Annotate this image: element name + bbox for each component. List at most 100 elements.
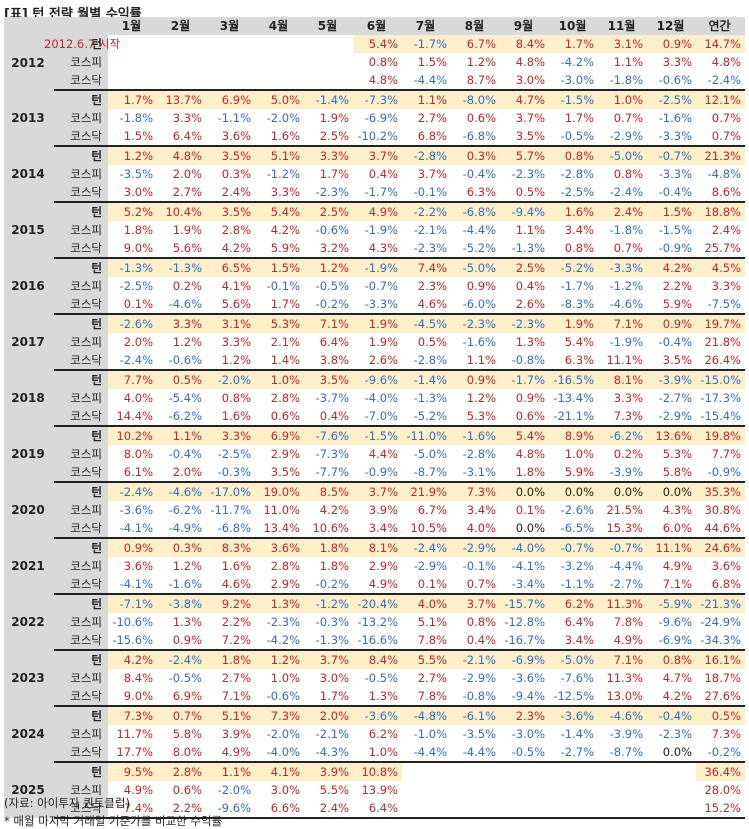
table-row: 코스닥 -4.1% -4.9% -6.8% 13.4% 10.6% 3.4% 10.5% 4.0… <box>4 519 745 539</box>
value-cell: 6.3% <box>549 351 598 371</box>
value-cell: -3.6% <box>511 671 545 685</box>
value-cell: -1.9% <box>353 258 402 277</box>
value-cell: 0.1% <box>515 503 545 517</box>
value-cell: 1.9% <box>319 111 349 125</box>
value-cell: -9.4% <box>500 687 549 707</box>
value-cell: 4.9% <box>662 559 692 573</box>
value-cell <box>451 781 500 799</box>
value-cell: -21.1% <box>549 407 598 427</box>
value-cell: 0.0% <box>549 482 598 501</box>
value-cell: 4.8% <box>711 55 741 69</box>
value-cell: 5.3% <box>662 447 692 461</box>
value-cell: 6.7% <box>451 35 500 53</box>
value-cell: -0.9% <box>647 239 696 259</box>
value-cell: 9.5% <box>108 762 157 781</box>
value-cell: -2.6% <box>560 503 594 517</box>
value-cell: 6.4% <box>319 335 349 349</box>
value-cell: -2.8% <box>462 447 496 461</box>
value-cell <box>402 781 451 799</box>
value-cell: 0.6% <box>255 407 304 427</box>
value-cell: -3.3% <box>598 258 647 277</box>
value-cell: -1.7% <box>500 370 549 389</box>
value-cell: -1.2% <box>609 279 643 293</box>
value-cell: -0.7% <box>598 538 647 557</box>
value-cell <box>500 762 549 781</box>
row-label: 턴 <box>54 538 108 557</box>
value-cell: -7.3% <box>353 90 402 109</box>
value-cell: 0.3% <box>221 167 251 181</box>
value-cell: -1.3% <box>108 258 157 277</box>
value-cell: 7.8% <box>402 631 451 651</box>
value-cell: 13.7% <box>157 90 206 109</box>
value-cell: 7.1% <box>598 650 647 669</box>
year-cell: 2018 <box>4 370 54 426</box>
value-cell: -2.0% <box>217 783 251 797</box>
value-cell <box>206 53 255 71</box>
value-cell: -4.1% <box>511 559 545 573</box>
value-cell: 5.6% <box>206 295 255 315</box>
value-cell: -5.9% <box>647 594 696 613</box>
value-cell: 19.7% <box>696 314 745 333</box>
value-cell: -11.0% <box>402 426 451 445</box>
value-cell: 4.9% <box>353 575 402 595</box>
value-cell: 3.3% <box>613 391 643 405</box>
value-cell: -0.8% <box>451 687 500 707</box>
value-cell: -1.3% <box>413 391 447 405</box>
value-cell: -6.8% <box>451 202 500 221</box>
value-cell: 7.1% <box>598 314 647 333</box>
value-cell: 0.6% <box>500 407 549 427</box>
value-cell: 9.0% <box>108 239 157 259</box>
value-cell: 6.8% <box>696 575 745 595</box>
value-cell: 4.2% <box>206 239 255 259</box>
value-cell: 3.4% <box>353 519 402 539</box>
value-cell: -4.2% <box>560 55 594 69</box>
value-cell: 4.9% <box>598 631 647 651</box>
value-cell <box>451 799 500 819</box>
row-label: 코스피 <box>54 109 108 127</box>
value-cell: 3.6% <box>206 127 255 147</box>
value-cell: 1.7% <box>549 35 598 53</box>
value-cell: 8.0% <box>157 743 206 763</box>
value-cell: 1.9% <box>172 223 202 237</box>
value-cell: -0.6% <box>647 71 696 91</box>
value-cell: -7.5% <box>696 295 745 315</box>
value-cell: 26.4% <box>696 351 745 371</box>
value-cell: -4.5% <box>402 314 451 333</box>
value-cell: 10.4% <box>157 202 206 221</box>
value-cell: 2.4% <box>711 223 741 237</box>
value-cell: -2.4% <box>696 71 745 91</box>
value-cell: 0.9% <box>108 538 157 557</box>
value-cell: -4.0% <box>364 391 398 405</box>
value-cell: 6.7% <box>417 503 447 517</box>
header-month-1: 1월 <box>108 17 157 35</box>
value-cell: 0.7% <box>451 575 500 595</box>
value-cell: -1.6% <box>157 575 206 595</box>
value-cell: -1.8% <box>119 111 153 125</box>
value-cell: -0.2% <box>304 575 353 595</box>
value-cell <box>402 762 451 781</box>
value-cell: 4.2% <box>270 223 300 237</box>
value-cell: -3.1% <box>451 463 500 483</box>
value-cell: 4.8% <box>157 146 206 165</box>
value-cell <box>647 781 696 799</box>
value-cell: 7.4% <box>402 258 451 277</box>
value-cell: 25.7% <box>696 239 745 259</box>
value-cell: 1.2% <box>172 559 202 573</box>
value-cell: 30.8% <box>704 503 741 517</box>
table-row: 2014 턴 1.2% 4.8% 3.5% 5.1% 3.3% 3.7% -2.8% 0.3% 5.… <box>4 146 745 202</box>
value-cell: 2.7% <box>417 671 447 685</box>
value-cell: 16.1% <box>696 650 745 669</box>
value-cell: -1.9% <box>609 335 643 349</box>
value-cell: -2.9% <box>451 538 500 557</box>
value-cell: 4.1% <box>255 762 304 781</box>
value-cell: 0.2% <box>172 279 202 293</box>
value-cell: 2.8% <box>157 762 206 781</box>
value-cell: -0.4% <box>647 183 696 203</box>
value-cell: -2.9% <box>647 407 696 427</box>
value-cell: 4.6% <box>206 575 255 595</box>
value-cell: -1.1% <box>217 111 251 125</box>
value-cell: -17.0% <box>206 482 255 501</box>
value-cell: 4.2% <box>647 687 696 707</box>
value-cell: 3.0% <box>108 183 157 203</box>
value-cell: 0.6% <box>466 111 496 125</box>
